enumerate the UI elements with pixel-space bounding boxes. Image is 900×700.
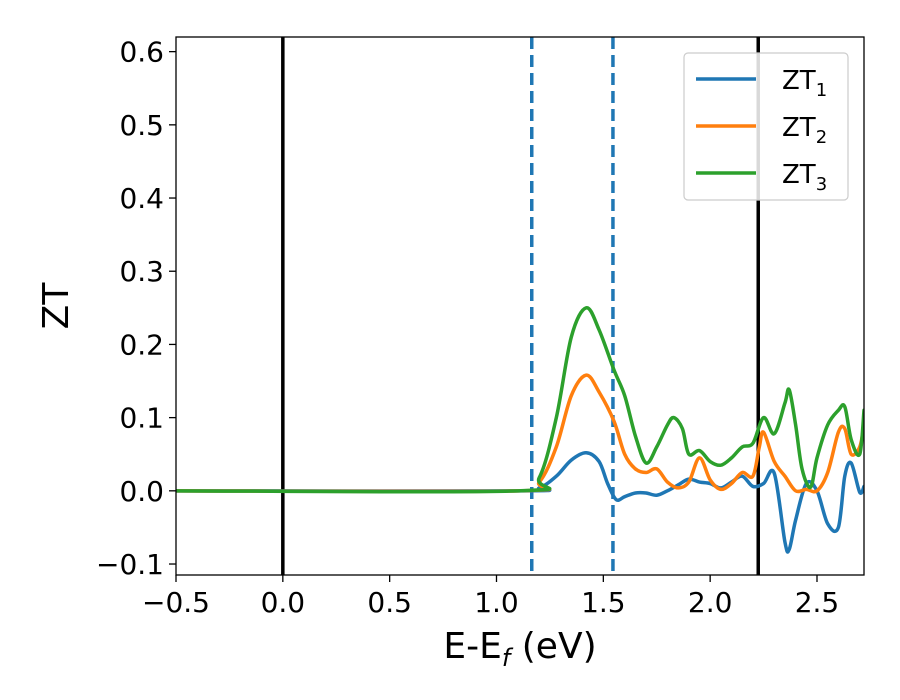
y-axis-label: ZT <box>36 282 77 330</box>
y-tick-label: 0.6 <box>119 36 164 69</box>
legend: ZT1 ZT2 ZT3 <box>683 52 849 201</box>
y-tick-label: 0.1 <box>119 402 164 435</box>
series-line-zt2 <box>176 373 864 494</box>
legend-label-zt3: ZT3 <box>782 160 827 195</box>
legend-label-zt2: ZT2 <box>782 113 827 148</box>
plot-frame <box>175 36 865 576</box>
x-tick-label: 2.5 <box>795 586 840 619</box>
y-axis-ticks: −0.1 0.0 0.1 0.2 0.3 0.4 0.5 0.6 <box>96 36 176 581</box>
y-tick-label: 0.3 <box>119 255 164 288</box>
x-tick-label: 1.0 <box>474 586 519 619</box>
series-line-zt3 <box>176 306 864 494</box>
y-tick-label: 0.4 <box>119 182 164 215</box>
x-axis-label: E-Ef (eV) <box>443 626 596 672</box>
x-tick-label: −0.5 <box>142 586 210 619</box>
series-lines <box>176 306 864 554</box>
y-tick-label: 0.5 <box>119 109 164 142</box>
x-tick-label: 0.0 <box>261 586 306 619</box>
y-tick-label: 0.0 <box>119 475 164 508</box>
x-tick-label: 2.0 <box>688 586 733 619</box>
x-tick-label: 0.5 <box>367 586 412 619</box>
x-tick-label: 1.5 <box>581 586 626 619</box>
x-axis-ticks: −0.5 0.0 0.5 1.0 1.5 2.0 2.5 <box>142 575 839 619</box>
legend-box <box>683 52 849 201</box>
y-tick-label: −0.1 <box>96 548 164 581</box>
series-line-zt1 <box>176 451 864 554</box>
legend-label-zt1: ZT1 <box>782 66 827 101</box>
y-tick-label: 0.2 <box>119 328 164 361</box>
